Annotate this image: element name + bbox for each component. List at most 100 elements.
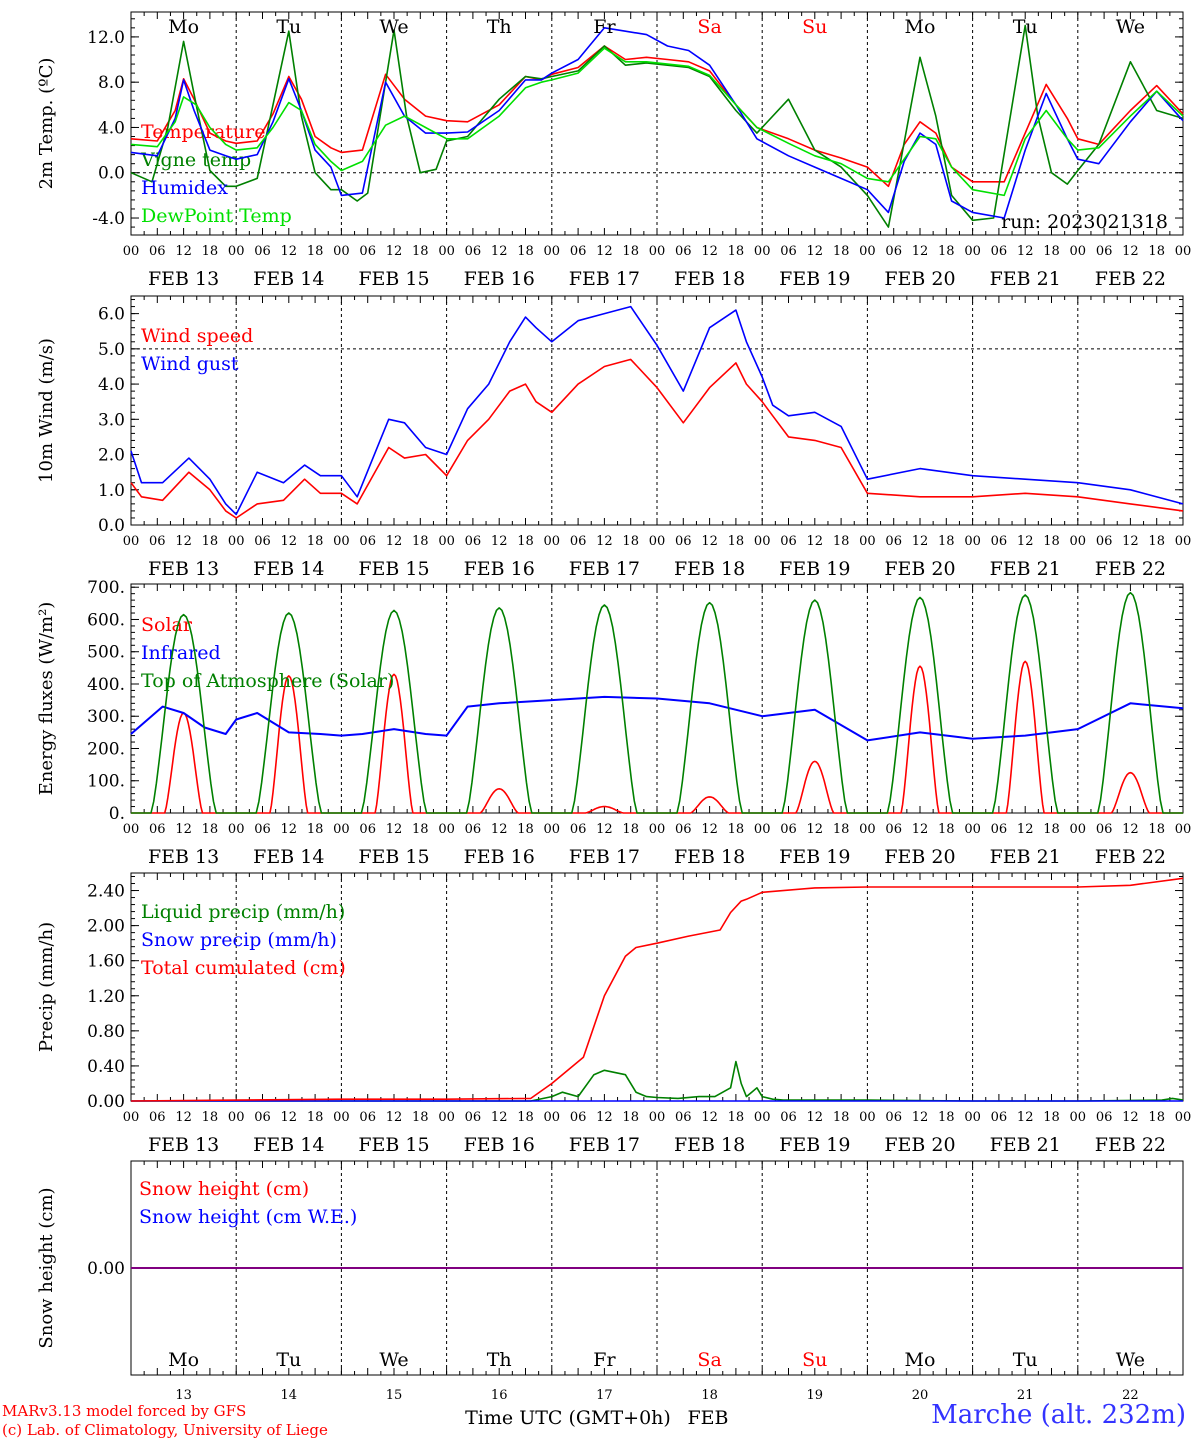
hour-label: 18 <box>307 1110 324 1125</box>
date-label: FEB 20 <box>884 1134 955 1156</box>
hour-label: 12 <box>491 822 508 837</box>
date-label: FEB 15 <box>358 846 429 868</box>
legend-snow-precip-mm-h-: Snow precip (mm/h) <box>141 929 337 951</box>
model-credit: MARv3.13 model forced by GFS <box>2 1402 247 1420</box>
y-tick-label: 0.00 <box>87 1092 125 1112</box>
hour-label: 00 <box>754 1110 771 1125</box>
y-tick-label: 12.0 <box>87 28 125 48</box>
y-axis-label: Energy fluxes (W/m²) <box>36 602 57 796</box>
y-tick-label: 500. <box>87 643 125 663</box>
weekday-label: We <box>1116 16 1145 38</box>
hour-label: 00 <box>228 244 245 259</box>
weekday-label: Th <box>487 16 512 38</box>
date-label: FEB 20 <box>884 846 955 868</box>
date-label: FEB 17 <box>569 846 640 868</box>
weekday-label: We <box>379 1349 408 1371</box>
day-number-label: 16 <box>491 1388 508 1403</box>
hour-label: 12 <box>1122 534 1139 549</box>
hour-label: 00 <box>544 534 561 549</box>
hour-label: 00 <box>964 244 981 259</box>
hour-label: 18 <box>622 822 639 837</box>
hour-label: 18 <box>728 822 745 837</box>
hour-label: 00 <box>649 822 666 837</box>
hour-label: 06 <box>991 1110 1008 1125</box>
date-label: FEB 21 <box>990 268 1061 290</box>
hour-label: 18 <box>307 244 324 259</box>
hour-label: 00 <box>544 1110 561 1125</box>
hour-label: 06 <box>885 822 902 837</box>
date-label: FEB 16 <box>464 268 535 290</box>
date-label: FEB 15 <box>358 268 429 290</box>
legend-snow-height-cm-: Snow height (cm) <box>139 1178 309 1200</box>
hour-label: 06 <box>149 534 166 549</box>
y-tick-label: 0.80 <box>87 1022 125 1042</box>
hour-label: 00 <box>1175 1110 1192 1125</box>
hour-label: 18 <box>1043 1110 1060 1125</box>
y-tick-label: 200. <box>87 739 125 759</box>
date-label: FEB 19 <box>779 1134 850 1156</box>
y-tick-label: 8.0 <box>98 73 125 93</box>
hour-label: 12 <box>386 822 403 837</box>
hour-label: 00 <box>123 534 140 549</box>
hour-label: 00 <box>228 1110 245 1125</box>
hour-label: 18 <box>1148 244 1165 259</box>
hour-label: 12 <box>807 244 824 259</box>
hour-label: 18 <box>938 534 955 549</box>
hour-label: 18 <box>412 1110 429 1125</box>
hour-label: 00 <box>123 822 140 837</box>
hour-label: 00 <box>438 822 455 837</box>
hour-label: 06 <box>254 1110 271 1125</box>
hour-label: 12 <box>701 822 718 837</box>
day-number-label: 13 <box>175 1388 192 1403</box>
date-label: FEB 20 <box>884 268 955 290</box>
hour-label: 06 <box>149 1110 166 1125</box>
hour-label: 12 <box>1017 244 1034 259</box>
hour-label: 12 <box>1017 822 1034 837</box>
y-tick-label: 0. <box>109 804 125 824</box>
hour-label: 06 <box>780 534 797 549</box>
hour-label: 12 <box>281 244 298 259</box>
hour-label: 12 <box>386 534 403 549</box>
hour-label: 06 <box>570 822 587 837</box>
hour-label: 00 <box>438 534 455 549</box>
hour-label: 12 <box>175 1110 192 1125</box>
hour-label: 12 <box>596 244 613 259</box>
hour-label: 12 <box>596 822 613 837</box>
hour-label: 06 <box>359 822 376 837</box>
hour-label: 06 <box>885 244 902 259</box>
hour-label: 18 <box>202 244 219 259</box>
y-tick-label: 3.0 <box>98 410 125 430</box>
weekday-label: Mo <box>905 1349 936 1371</box>
y-tick-label: 100. <box>87 772 125 792</box>
weekday-label: Sa <box>697 1349 721 1371</box>
date-label: FEB 21 <box>990 558 1061 580</box>
series-line-vigne-temp <box>130 24 1184 228</box>
hour-label: 18 <box>833 244 850 259</box>
weekday-label: Th <box>487 1349 512 1371</box>
y-tick-label: 6.0 <box>98 305 125 325</box>
hour-label: 18 <box>938 1110 955 1125</box>
date-label: FEB 16 <box>464 1134 535 1156</box>
legend-wind-speed: Wind speed <box>141 325 253 347</box>
hour-label: 06 <box>675 244 692 259</box>
hour-label: 12 <box>807 534 824 549</box>
hour-label: 06 <box>254 534 271 549</box>
weekday-label: Mo <box>168 1349 199 1371</box>
hour-label: 12 <box>912 822 929 837</box>
series-line-wind-gust <box>130 305 1184 516</box>
day-number-label: 15 <box>386 1388 403 1403</box>
date-label: FEB 22 <box>1095 268 1166 290</box>
weekday-label: Mo <box>905 16 936 38</box>
series-line-top-of-atmosphere-solar- <box>131 591 1183 814</box>
y-tick-label: 700. <box>87 578 125 598</box>
hour-label: 00 <box>333 822 350 837</box>
hour-label: 12 <box>1122 1110 1139 1125</box>
day-number-label: 19 <box>807 1388 824 1403</box>
hour-label: 18 <box>307 534 324 549</box>
series-line-wind-speed <box>130 358 1184 519</box>
hour-label: 06 <box>675 534 692 549</box>
hour-label: 18 <box>412 534 429 549</box>
run-label: run: 2023021318 <box>1001 211 1168 233</box>
hour-label: 12 <box>175 822 192 837</box>
